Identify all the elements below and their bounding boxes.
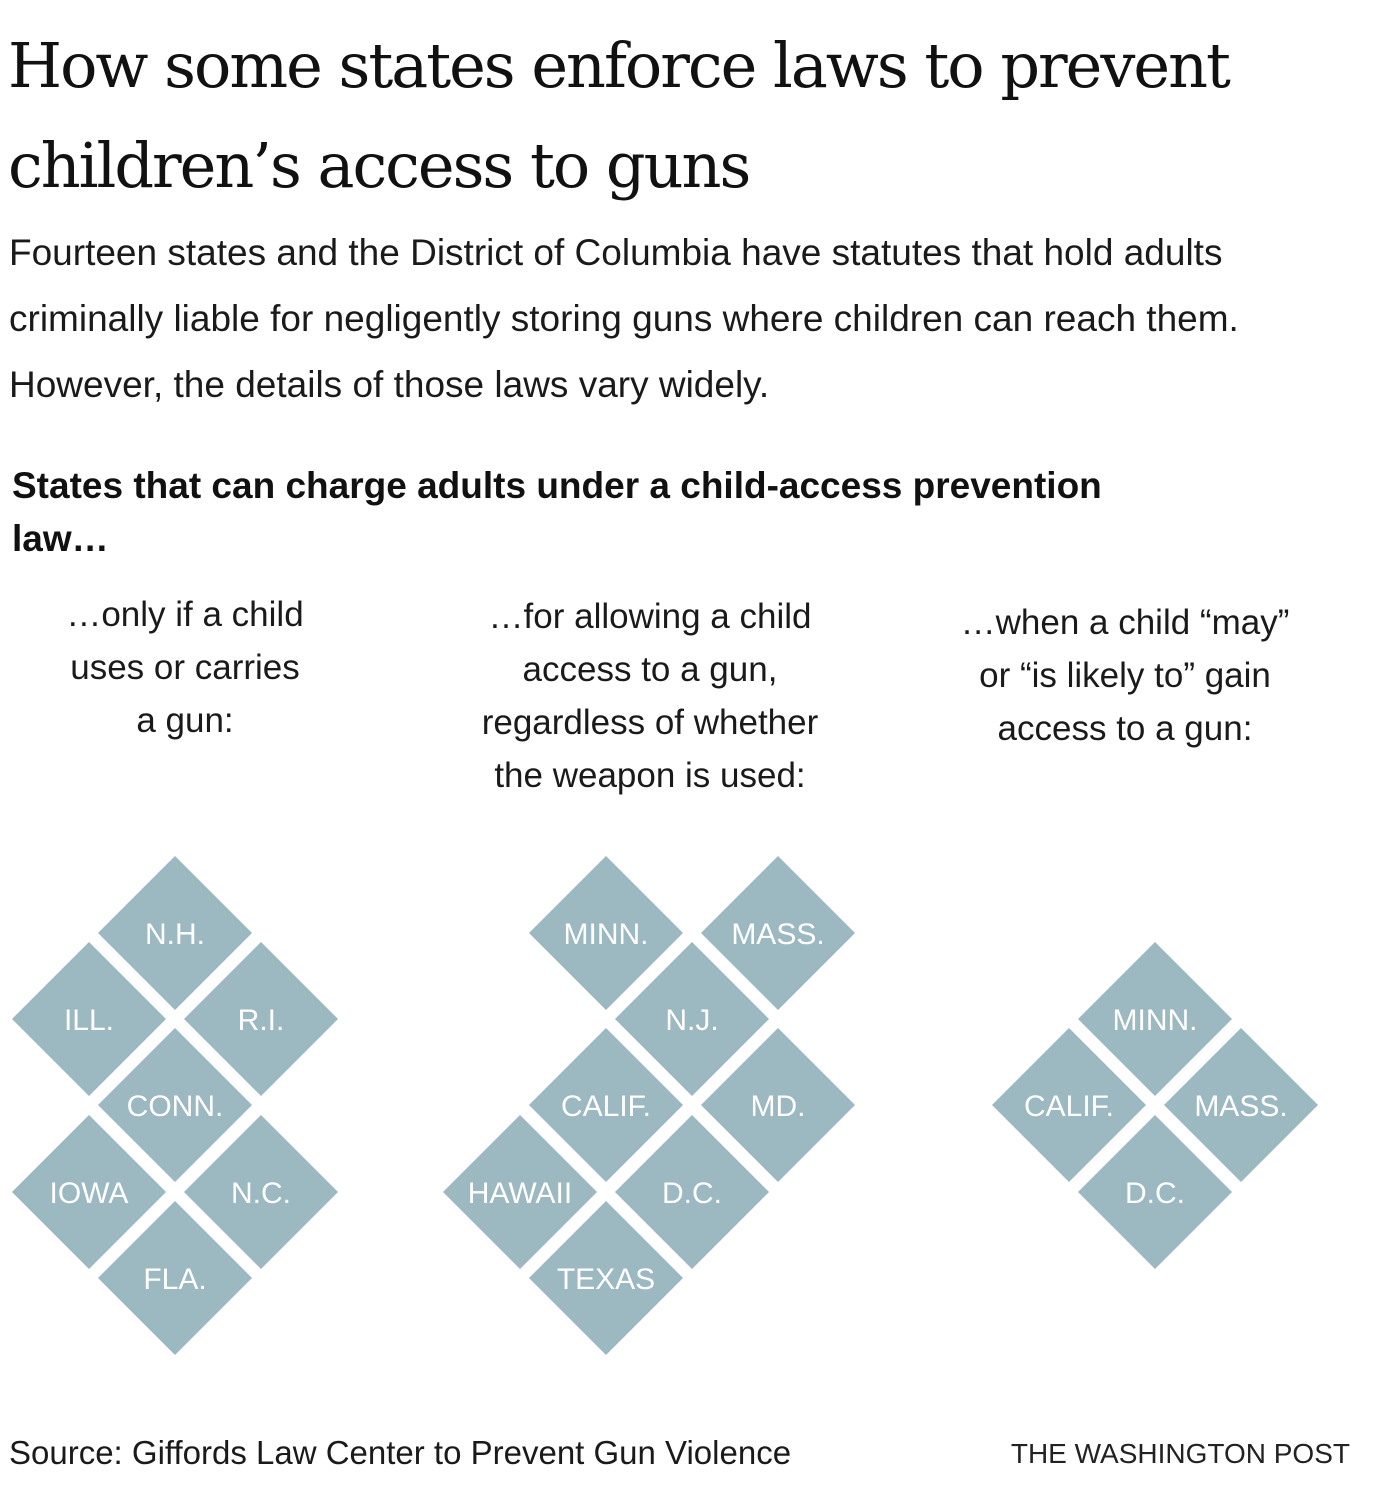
state-label: CALIF.	[1024, 1090, 1114, 1123]
state-tile	[1078, 942, 1232, 1096]
group-3-heading-line: or “is likely to” gain	[979, 656, 1271, 695]
group-1-heading-line: a gun:	[136, 701, 234, 740]
state-label: MINN.	[564, 918, 649, 951]
state-label: N.C.	[231, 1177, 291, 1210]
state-tile	[992, 1028, 1146, 1182]
state-tile	[98, 1028, 252, 1182]
group-3-heading-line: …when a child “may”	[960, 603, 1290, 642]
group-2-heading-line: the weapon is used:	[494, 756, 806, 795]
state-label: D.C.	[1125, 1177, 1185, 1210]
state-tile	[701, 856, 855, 1010]
state-tile	[98, 856, 252, 1010]
state-tile	[12, 942, 166, 1096]
group-1-tiles: N.H. ILL. R.I. CONN. IOWA N.C. FLA.	[12, 856, 338, 1355]
state-tile	[615, 1115, 769, 1269]
state-label: TEXAS	[557, 1263, 655, 1296]
group-2-heading-line: access to a gun,	[522, 650, 778, 689]
state-label: HAWAII	[468, 1177, 572, 1210]
state-label: ILL.	[64, 1004, 114, 1037]
state-label: MASS.	[731, 918, 824, 951]
group-3-heading: …when a child “may” or “is likely to” ga…	[920, 596, 1330, 755]
state-label: MINN.	[1113, 1004, 1198, 1037]
state-label: N.H.	[145, 918, 205, 951]
state-label: CONN.	[127, 1090, 224, 1123]
group-3-heading-line: access to a gun:	[997, 709, 1253, 748]
state-tile	[701, 1028, 855, 1182]
group-2-heading: …for allowing a child access to a gun, r…	[440, 590, 860, 802]
group-3-tiles: MINN. CALIF. MASS. D.C.	[992, 942, 1318, 1269]
state-label: MASS.	[1194, 1090, 1287, 1123]
state-label: MD.	[751, 1090, 806, 1123]
state-label: CALIF.	[561, 1090, 651, 1123]
state-tile	[1164, 1028, 1318, 1182]
headline-line-2: children’s access to guns	[8, 129, 751, 202]
credit-line: THE WASHINGTON POST	[1010, 1438, 1350, 1469]
source-note: Source: Giffords Law Center to Prevent G…	[9, 1434, 792, 1471]
state-tile	[184, 1115, 338, 1269]
state-tile	[98, 1201, 252, 1355]
state-tile	[529, 1028, 683, 1182]
group-1-heading-line: …only if a child	[66, 595, 304, 634]
state-tile	[12, 1115, 166, 1269]
group-2-heading-line: regardless of whether	[481, 703, 819, 742]
group-2-heading-line: …for allowing a child	[488, 597, 812, 636]
headline-line-1: How some states enforce laws to prevent	[8, 29, 1231, 102]
group-2-tiles: MINN. MASS. N.J. CALIF. MD. HAWAII D.C. TEXAS	[443, 856, 855, 1355]
state-label: IOWA	[50, 1177, 129, 1210]
state-label: N.J.	[665, 1004, 718, 1037]
state-tile	[529, 856, 683, 1010]
state-label: FLA.	[143, 1263, 206, 1296]
dek: Fourteen states and the District of Colu…	[9, 232, 1239, 405]
subhead: States that can charge adults under a ch…	[12, 465, 1102, 559]
state-label: D.C.	[662, 1177, 722, 1210]
state-tile	[529, 1201, 683, 1355]
state-tile	[443, 1115, 597, 1269]
state-tile	[184, 942, 338, 1096]
headline: How some states enforce laws to prevent …	[8, 16, 1378, 216]
group-1-heading: …only if a child uses or carries a gun:	[20, 588, 350, 747]
group-1-heading-line: uses or carries	[70, 648, 300, 687]
state-tile	[615, 942, 769, 1096]
state-label: R.I.	[238, 1004, 285, 1037]
state-tile	[1078, 1115, 1232, 1269]
